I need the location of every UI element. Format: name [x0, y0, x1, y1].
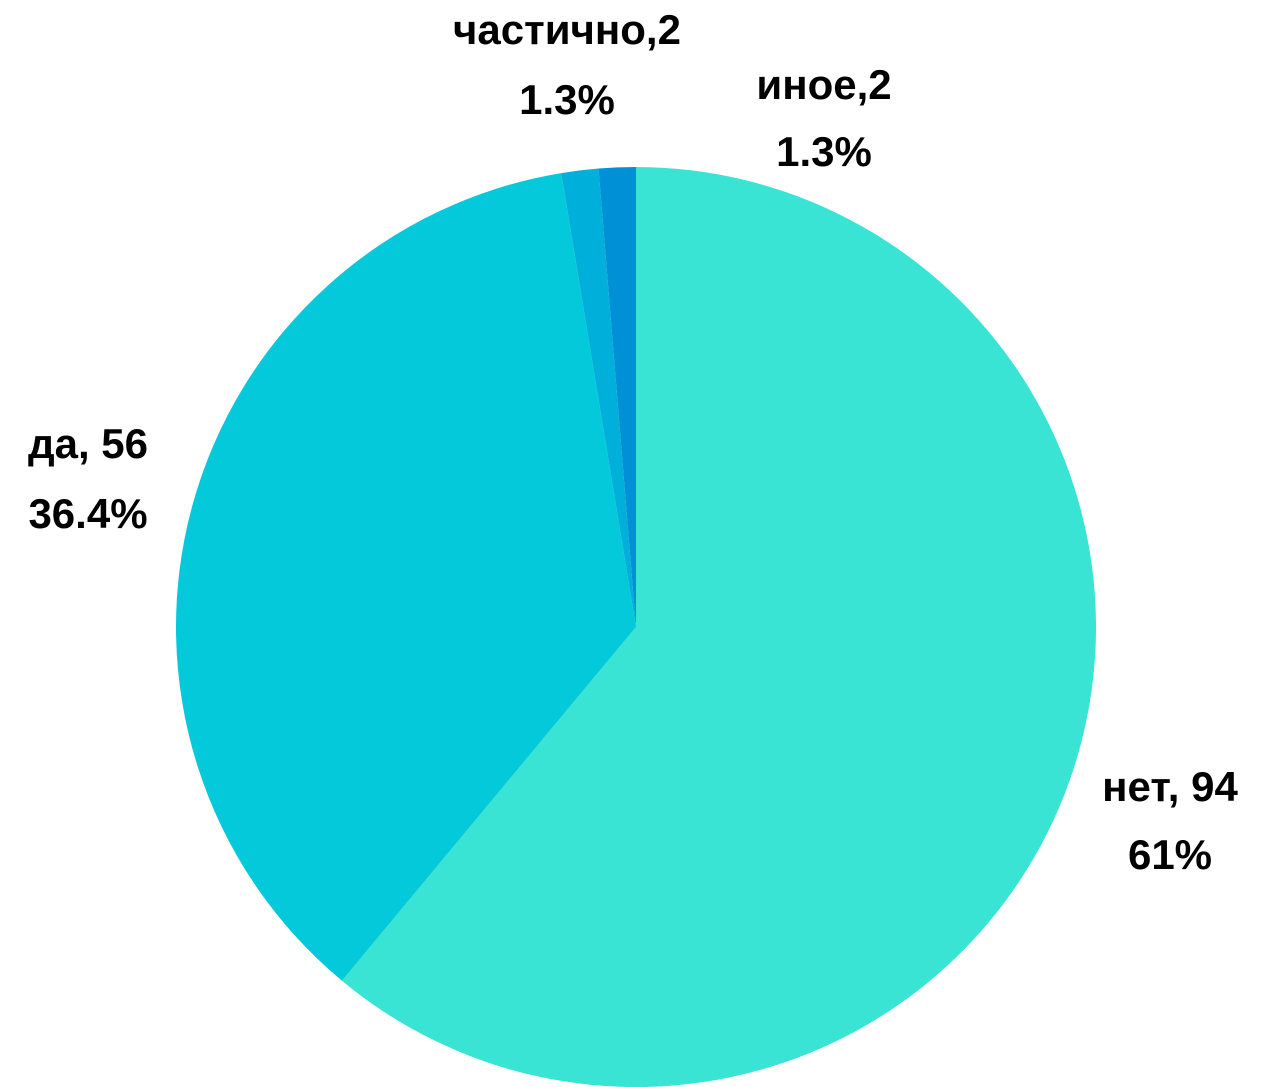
pie-slice [561, 168, 636, 627]
pie-slice [176, 173, 636, 981]
slice-percent: 36.4% [28, 490, 147, 537]
slice-percent: 1.3% [519, 76, 615, 123]
pie-slice [341, 167, 1096, 1087]
slice-label: нет, 94 [1102, 763, 1238, 810]
slice-label: частично,2 [453, 6, 681, 53]
slice-label: иное,2 [756, 61, 891, 108]
pie-slice [598, 167, 636, 627]
slice-percent: 61% [1128, 831, 1212, 878]
slice-label: да, 56 [28, 420, 148, 467]
slice-percent: 1.3% [776, 128, 872, 175]
